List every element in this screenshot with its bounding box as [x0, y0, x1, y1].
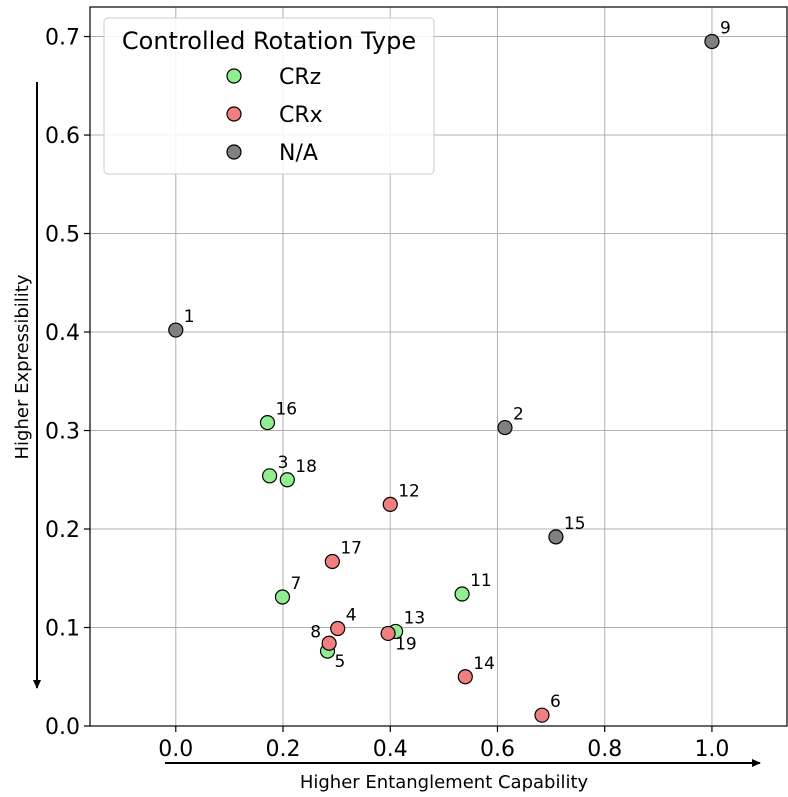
data-point [704, 33, 720, 50]
plot-frame [89, 6, 788, 727]
data-point [454, 586, 470, 602]
y-tick-label: 0.4 [45, 321, 80, 346]
data-point [324, 553, 340, 570]
legend-marker [226, 68, 242, 84]
point-label: 15 [564, 514, 586, 534]
x-tick-label: 0.2 [266, 737, 301, 762]
point-label: 1 [184, 307, 195, 327]
legend: Controlled Rotation Type CRz CRx N/A [103, 17, 435, 175]
point-label: 3 [278, 453, 289, 473]
y-tick-label: 0.0 [45, 715, 80, 740]
point-label: 2 [513, 405, 524, 425]
point-label: 9 [720, 18, 731, 38]
point-label: 5 [335, 652, 346, 672]
point-label: 18 [295, 457, 317, 477]
point-label: 6 [550, 692, 561, 712]
data-point [382, 496, 398, 512]
y-tick-label: 0.1 [45, 617, 80, 642]
y-tick-label: 0.6 [45, 124, 80, 149]
data-point [262, 468, 278, 484]
x-axis-ticks: 0.0 0.2 0.4 0.6 0.8 1.0 [158, 726, 729, 762]
y-tick-label: 0.3 [45, 420, 80, 445]
point-label: 7 [290, 574, 301, 594]
legend-entry-label: N/A [279, 141, 318, 166]
point-label: 19 [395, 634, 417, 654]
data-point [380, 625, 396, 642]
point-label: 16 [275, 400, 297, 420]
legend-entry-label: CRz [279, 65, 321, 90]
data-point [274, 589, 291, 605]
data-point [279, 472, 295, 488]
data-point [548, 529, 564, 545]
point-label: 4 [346, 605, 357, 625]
x-tick-label: 0.4 [373, 737, 408, 762]
legend-box [103, 17, 435, 175]
point-label: 11 [470, 571, 492, 591]
y-axis-ticks: 0.0 0.1 0.2 0.3 0.4 0.5 0.6 0.7 [45, 26, 90, 740]
data-point [259, 415, 276, 431]
legend-marker [226, 144, 242, 160]
legend-entries: CRz CRx N/A [226, 65, 323, 166]
point-label: 14 [473, 654, 495, 674]
x-tick-label: 1.0 [694, 737, 729, 762]
point-label: 8 [310, 622, 321, 642]
x-tick-label: 0.0 [158, 737, 193, 762]
y-tick-label: 0.2 [45, 518, 80, 543]
y-tick-label: 0.5 [45, 223, 80, 248]
y-tick-label: 0.7 [45, 26, 80, 51]
x-axis-label: Higher Entanglement Capability [300, 772, 589, 793]
y-axis-label: Higher Expressibility [12, 274, 33, 459]
point-label: 17 [340, 539, 362, 559]
x-tick-label: 0.6 [480, 737, 515, 762]
legend-entry-label: CRx [279, 103, 323, 128]
point-label: 13 [404, 608, 426, 628]
point-label: 12 [398, 481, 420, 501]
data-point [497, 419, 513, 436]
legend-title: Controlled Rotation Type [122, 27, 416, 55]
data-point [168, 322, 184, 338]
x-tick-label: 0.8 [587, 737, 622, 762]
data-point [321, 635, 337, 651]
data-point [457, 669, 473, 685]
data-point [534, 707, 550, 723]
data-point [330, 620, 346, 637]
legend-marker [226, 106, 242, 122]
